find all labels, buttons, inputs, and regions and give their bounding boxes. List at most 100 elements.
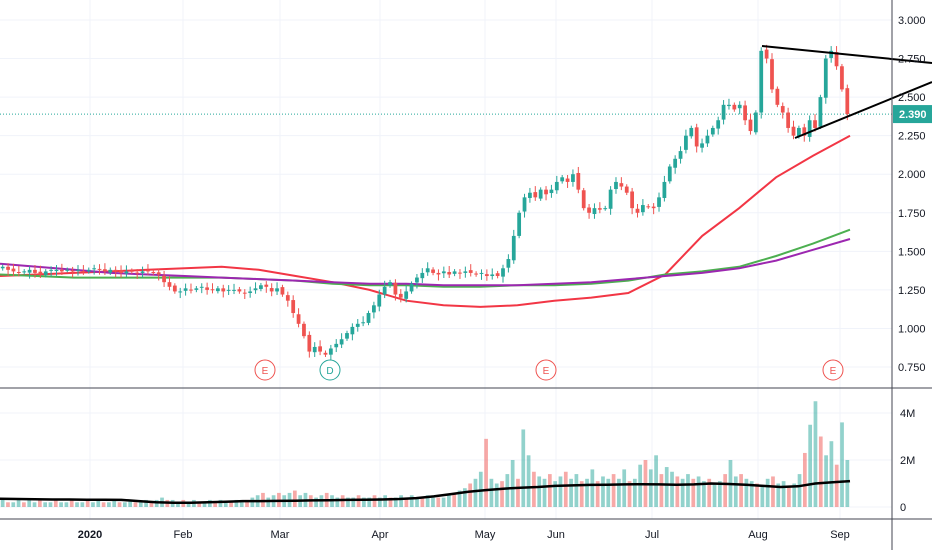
candle-body — [323, 352, 328, 355]
candle-body — [232, 289, 236, 291]
event-marker[interactable]: D — [319, 359, 341, 381]
triangle-trendlines[interactable] — [761, 45, 932, 139]
candle-body — [737, 104, 742, 109]
volume-bar — [112, 499, 117, 507]
candle-body — [710, 127, 715, 135]
volume-bar — [101, 502, 106, 507]
candle-body — [372, 305, 376, 313]
candle-body — [183, 288, 188, 291]
candle-body — [840, 66, 844, 90]
candle-body — [770, 59, 774, 90]
volume-bar — [48, 502, 53, 507]
price-tick-label: 1.000 — [898, 323, 926, 335]
volume-bar — [579, 481, 584, 507]
candle-body — [242, 292, 247, 294]
candle-body — [544, 189, 548, 195]
volume-bar — [144, 499, 148, 507]
volume-bar — [388, 497, 393, 507]
volume-bar — [457, 490, 462, 507]
candle-body — [560, 177, 565, 182]
candle-body — [608, 189, 613, 209]
candle-body — [732, 104, 737, 110]
volume-bar — [606, 478, 611, 507]
time-tick-label: Jul — [645, 529, 659, 541]
volume-bar — [627, 481, 632, 507]
volume-bar — [845, 460, 850, 507]
volume-bar — [53, 499, 58, 507]
candle-body — [517, 212, 522, 236]
time-tick-label: Aug — [748, 529, 768, 541]
volume-bar — [462, 488, 467, 507]
candle-body — [312, 346, 317, 353]
candle-body — [59, 269, 64, 272]
volume-bar — [22, 502, 26, 507]
price-tick-label: 0.750 — [898, 362, 926, 374]
candle-body — [248, 291, 253, 293]
candle-body — [797, 127, 801, 137]
lower-trendline[interactable] — [794, 81, 932, 139]
volume-bar — [186, 502, 191, 507]
volume-bar — [80, 502, 85, 507]
candle-body — [721, 104, 726, 120]
volume-bar — [526, 455, 531, 507]
volume-bar — [521, 429, 526, 507]
volume-bar — [85, 499, 90, 507]
candle-body — [103, 269, 107, 272]
candle-body — [151, 271, 156, 273]
candle-body — [753, 112, 758, 133]
volume-bar — [266, 497, 271, 507]
price-axis[interactable]: 3.000 2.750 2.500 2.250 2.000 1.750 1.500 1.250… — [898, 15, 926, 374]
candle-body — [764, 49, 769, 59]
price-tick-label: 1.750 — [898, 208, 926, 220]
volume-bar — [813, 401, 818, 507]
candle-body — [533, 192, 538, 198]
candle-body — [415, 277, 419, 283]
candle-body — [624, 186, 629, 193]
candle-body — [81, 271, 86, 273]
volume-bar — [415, 497, 419, 507]
volume-bar — [558, 476, 563, 507]
volume-bar — [765, 478, 770, 507]
volume-bar — [563, 471, 568, 507]
candle-body — [76, 269, 80, 271]
event-marker[interactable]: E — [254, 359, 276, 381]
candle-body — [818, 97, 823, 127]
volume-bar — [420, 497, 425, 507]
event-marker-label: E — [262, 366, 269, 377]
volume-bar — [399, 495, 403, 507]
candle-body — [92, 268, 97, 270]
candle-body — [280, 287, 285, 295]
event-marker[interactable]: E — [822, 359, 844, 381]
candle-body — [528, 192, 532, 198]
time-tick-label: May — [475, 529, 496, 541]
candle-body — [484, 274, 489, 277]
candle-body — [11, 268, 16, 272]
upper-trendline[interactable] — [761, 45, 932, 64]
volume-bar — [707, 478, 712, 507]
candle-body — [592, 208, 597, 215]
time-axis[interactable]: 2020 Feb Mar Apr May Jun Jul Aug Sep — [78, 529, 850, 541]
volume-bar — [654, 455, 658, 507]
volume-bar — [484, 438, 488, 507]
volume-axis[interactable]: 4M 2M 0 — [900, 408, 915, 514]
event-marker-label: D — [326, 366, 333, 377]
volume-bar — [595, 481, 600, 507]
event-marker[interactable]: E — [535, 359, 557, 381]
volume-bar — [133, 502, 138, 507]
volume-bar — [717, 481, 722, 507]
candle-body — [16, 271, 21, 273]
candle-body — [43, 271, 48, 276]
candle-body — [506, 259, 511, 268]
volume-bar — [393, 497, 398, 507]
volume-bar — [473, 478, 478, 507]
candle-body — [673, 158, 678, 168]
volume-bar — [245, 499, 249, 507]
volume-bar — [447, 495, 451, 507]
candle-body — [694, 127, 699, 147]
volume-bar — [128, 499, 133, 507]
candle-body — [829, 50, 834, 58]
volume-bar — [537, 476, 542, 507]
volume-bar — [229, 502, 233, 507]
